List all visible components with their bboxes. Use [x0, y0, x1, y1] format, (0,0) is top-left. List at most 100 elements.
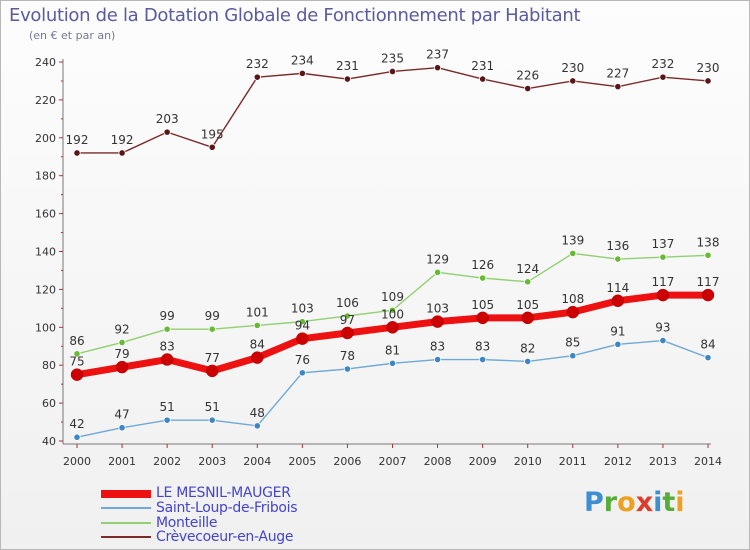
data-point-crevecoeur-en-auge — [208, 143, 216, 151]
data-point-crevecoeur-en-auge — [253, 73, 261, 81]
legend-label-le-mesnil-mauger: LE MESNIL-MAUGER — [156, 485, 291, 501]
data-label-saint-loup-de-fribois: 84 — [700, 338, 715, 352]
data-point-le-mesnil-mauger — [386, 321, 399, 334]
data-label-saint-loup-de-fribois: 42 — [69, 417, 84, 431]
data-point-saint-loup-de-fribois — [388, 359, 397, 367]
data-point-monteille — [479, 274, 487, 282]
legend-swatch-monteille — [101, 522, 151, 524]
data-point-le-mesnil-mauger — [476, 311, 489, 325]
data-label-le-mesnil-mauger: 108 — [561, 292, 584, 306]
data-point-le-mesnil-mauger — [70, 368, 84, 381]
data-label-le-mesnil-mauger: 79 — [114, 347, 129, 361]
data-label-saint-loup-de-fribois: 48 — [250, 406, 265, 420]
legend-swatch-crevecoeur-en-auge — [101, 536, 151, 538]
data-label-monteille: 101 — [246, 305, 269, 319]
data-label-saint-loup-de-fribois: 78 — [340, 349, 355, 363]
data-point-saint-loup-de-fribois — [659, 336, 667, 345]
data-point-saint-loup-de-fribois — [163, 416, 171, 424]
data-point-crevecoeur-en-auge — [118, 149, 126, 157]
data-point-le-mesnil-mauger — [160, 353, 174, 366]
x-tick-label: 2011 — [559, 455, 587, 468]
logo-letter: t — [662, 487, 676, 518]
y-tick-label: 80 — [42, 359, 56, 372]
series-layer — [70, 64, 715, 441]
data-labels-layer: 192 192 203 195 232 234 231 235 237 231 226 230 227 2… — [66, 48, 720, 432]
y-tick-label: 140 — [35, 246, 56, 259]
data-label-saint-loup-de-fribois: 83 — [475, 340, 490, 354]
data-point-le-mesnil-mauger — [656, 288, 670, 302]
x-tick-label: 2002 — [153, 455, 181, 468]
data-label-monteille: 99 — [205, 309, 220, 323]
data-label-crevecoeur-en-auge: 234 — [291, 53, 314, 67]
data-point-monteille — [388, 306, 397, 314]
data-point-monteille — [118, 338, 126, 347]
data-point-crevecoeur-en-auge — [524, 84, 532, 93]
data-point-crevecoeur-en-auge — [73, 149, 81, 157]
x-tick-label: 2001 — [108, 455, 136, 468]
chart-title: Evolution de la Dotation Globale de Fonc… — [9, 5, 581, 26]
data-label-le-mesnil-mauger: 105 — [516, 298, 539, 312]
data-label-le-mesnil-mauger: 117 — [651, 275, 674, 289]
data-label-monteille: 126 — [471, 258, 494, 272]
legend-label-monteille: Monteille — [156, 515, 218, 531]
data-point-crevecoeur-en-auge — [298, 69, 306, 77]
y-tick-label: 120 — [35, 283, 56, 296]
chart-axes: 40 60 80 100 120 140 160 180 200 220 240 2000 2001 20… — [35, 56, 722, 468]
data-label-saint-loup-de-fribois: 85 — [565, 336, 580, 350]
legend-swatch-le-mesnil-mauger — [101, 490, 151, 498]
proxiti-logo: Proxiti — [584, 487, 685, 518]
data-label-monteille: 136 — [606, 239, 629, 253]
x-tick-label: 2008 — [424, 455, 452, 468]
data-point-monteille — [208, 325, 216, 333]
y-tick-label: 180 — [35, 170, 56, 183]
data-point-le-mesnil-mauger — [611, 294, 625, 308]
data-point-monteille — [569, 249, 577, 257]
data-point-crevecoeur-en-auge — [704, 77, 712, 85]
data-label-le-mesnil-mauger: 114 — [606, 281, 629, 295]
data-label-le-mesnil-mauger: 97 — [340, 313, 355, 327]
data-label-le-mesnil-mauger: 77 — [205, 351, 220, 365]
data-point-crevecoeur-en-auge — [163, 128, 171, 136]
data-point-monteille — [253, 321, 261, 330]
x-tick-label: 2014 — [694, 455, 722, 468]
data-point-crevecoeur-en-auge — [479, 75, 487, 83]
data-point-monteille — [163, 325, 171, 333]
data-label-monteille: 103 — [291, 302, 314, 316]
data-point-le-mesnil-mauger — [296, 332, 309, 345]
data-label-crevecoeur-en-auge: 203 — [156, 112, 179, 126]
data-label-saint-loup-de-fribois: 47 — [114, 408, 129, 422]
legend-label-crevecoeur-en-auge: Crèvecoeur-en-Auge — [156, 529, 294, 545]
data-label-monteille: 129 — [426, 252, 449, 266]
data-point-le-mesnil-mauger — [431, 315, 444, 328]
data-point-crevecoeur-en-auge — [569, 77, 577, 85]
data-label-monteille: 109 — [381, 290, 404, 304]
data-label-monteille: 92 — [114, 322, 129, 336]
logo-letter: i — [653, 487, 663, 518]
data-label-saint-loup-de-fribois: 81 — [385, 343, 400, 357]
data-label-le-mesnil-mauger: 84 — [250, 338, 265, 352]
data-label-saint-loup-de-fribois: 83 — [430, 340, 445, 354]
data-label-monteille: 99 — [160, 309, 175, 323]
x-tick-label: 2004 — [243, 455, 271, 468]
data-point-crevecoeur-en-auge — [388, 67, 397, 76]
data-label-saint-loup-de-fribois: 82 — [520, 341, 535, 355]
data-point-le-mesnil-mauger — [205, 364, 219, 378]
data-label-le-mesnil-mauger: 75 — [69, 355, 84, 369]
data-point-saint-loup-de-fribois — [343, 365, 352, 373]
data-point-saint-loup-de-fribois — [524, 357, 532, 366]
data-point-crevecoeur-en-auge — [614, 83, 622, 91]
y-tick-label: 40 — [42, 435, 56, 448]
data-label-monteille: 137 — [651, 237, 674, 251]
data-label-le-mesnil-mauger: 105 — [471, 298, 494, 312]
data-label-saint-loup-de-fribois: 76 — [295, 353, 310, 367]
data-label-crevecoeur-en-auge: 230 — [561, 61, 584, 75]
data-point-saint-loup-de-fribois — [433, 355, 442, 364]
y-tick-label: 160 — [35, 208, 56, 221]
data-point-monteille — [343, 312, 352, 320]
data-label-le-mesnil-mauger: 83 — [160, 340, 175, 354]
data-point-crevecoeur-en-auge — [433, 64, 442, 72]
logo-letter: i — [675, 487, 685, 518]
x-tick-label: 2000 — [63, 455, 91, 468]
y-tick-label: 240 — [35, 56, 56, 69]
